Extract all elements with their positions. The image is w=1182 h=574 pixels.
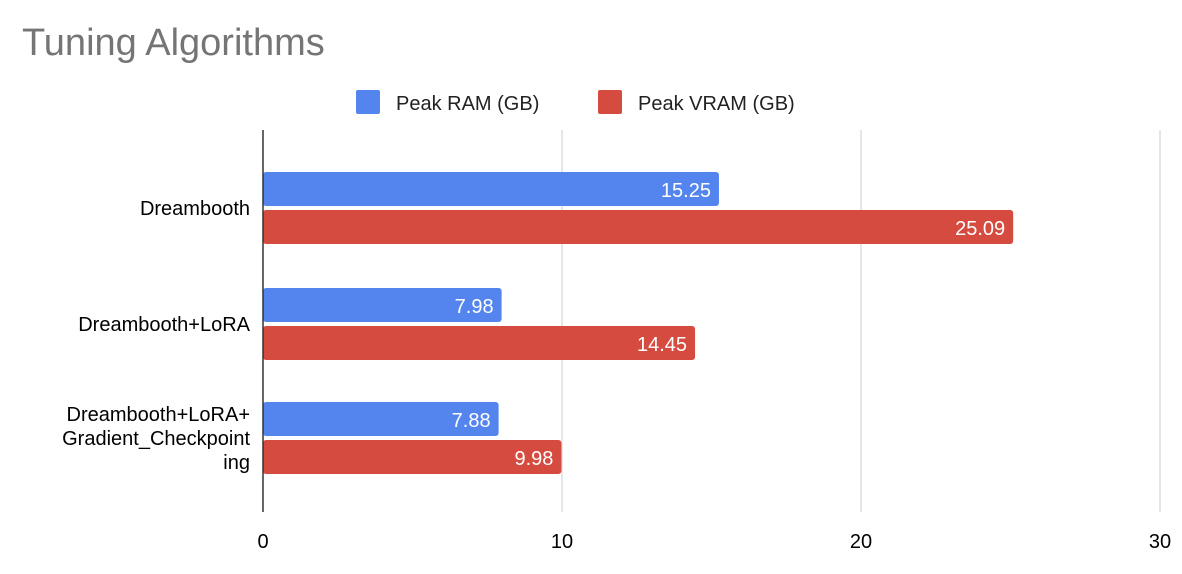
- legend-label: Peak RAM (GB): [396, 93, 539, 115]
- category-label: Dreambooth+LoRA+: [67, 404, 250, 426]
- bar: [263, 172, 719, 206]
- data-label: 25.09: [955, 218, 1005, 240]
- category-label: Dreambooth: [140, 198, 250, 220]
- data-label: 14.45: [637, 334, 687, 356]
- data-label: 15.25: [661, 180, 711, 202]
- bar: [263, 326, 696, 360]
- x-tick-label: 10: [551, 531, 573, 553]
- data-label: 7.88: [452, 410, 491, 432]
- x-tick-label: 0: [257, 531, 268, 553]
- data-label: 7.98: [455, 296, 494, 318]
- category-label: Dreambooth+LoRA: [78, 314, 250, 336]
- chart-title: Tuning Algorithms: [22, 22, 325, 64]
- bar: [263, 402, 499, 436]
- legend-swatch: [356, 90, 380, 114]
- legend-swatch: [598, 90, 622, 114]
- bar: [263, 210, 1014, 244]
- category-label: ing: [223, 452, 250, 474]
- legend-label: Peak VRAM (GB): [638, 93, 795, 115]
- x-tick-label: 30: [1149, 531, 1171, 553]
- category-label: Gradient_Checkpoint: [62, 428, 250, 450]
- bar: [263, 288, 502, 322]
- x-tick-label: 20: [850, 531, 872, 553]
- data-label: 9.98: [514, 448, 553, 470]
- bar: [263, 440, 562, 474]
